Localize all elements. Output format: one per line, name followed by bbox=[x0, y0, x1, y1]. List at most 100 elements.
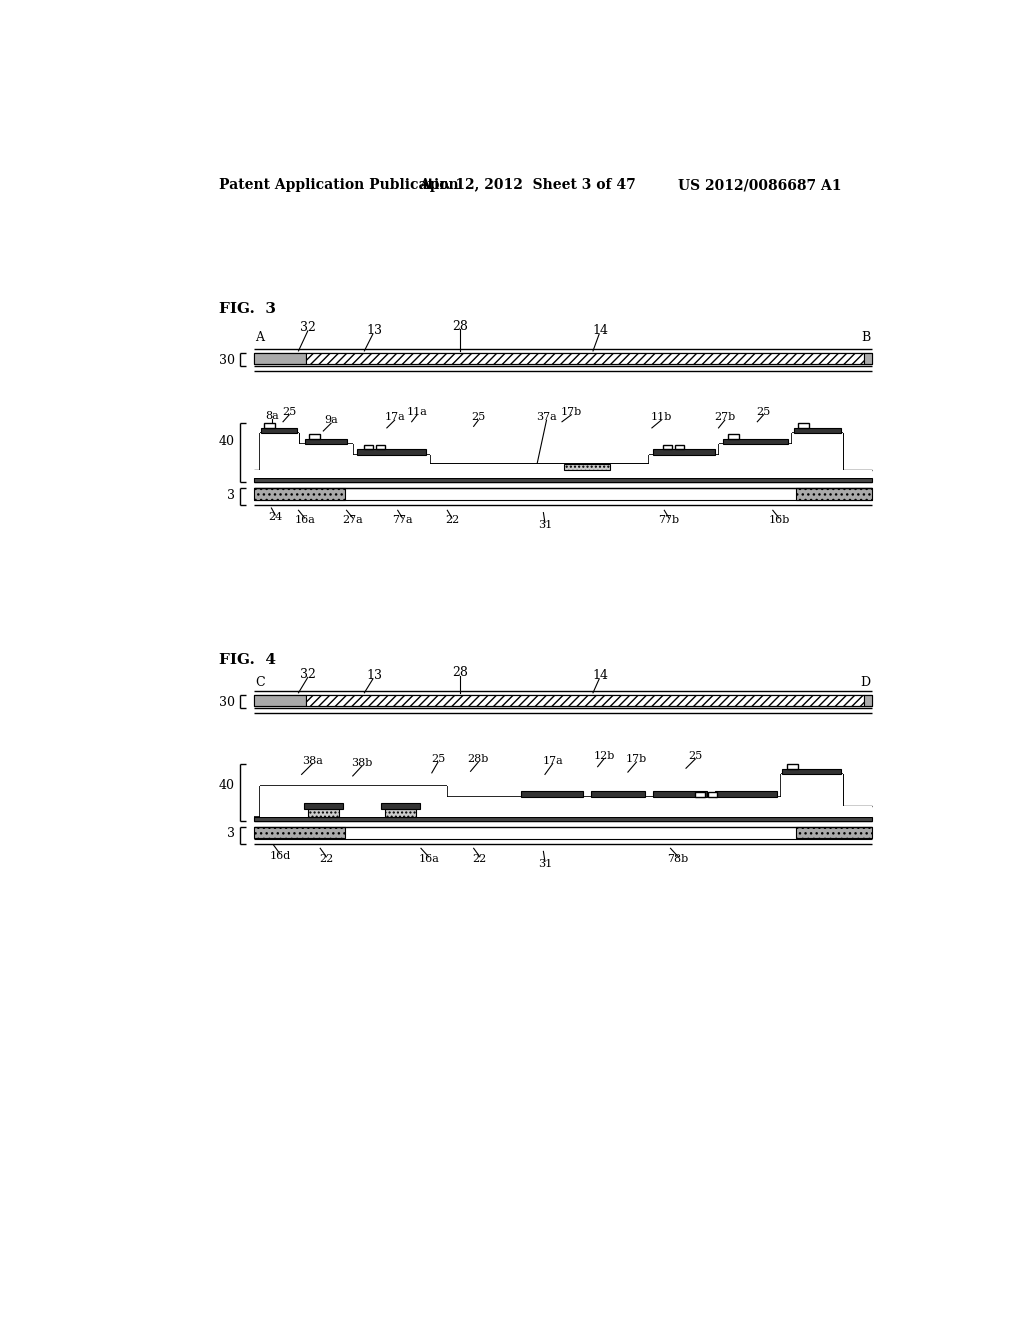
Text: 38b: 38b bbox=[351, 758, 373, 768]
Bar bbox=[719, 444, 793, 478]
Bar bbox=[254, 470, 260, 478]
Text: Apr. 12, 2012  Sheet 3 of 47: Apr. 12, 2012 Sheet 3 of 47 bbox=[419, 178, 635, 193]
Text: 17b: 17b bbox=[561, 407, 582, 417]
Bar bbox=[799, 424, 809, 428]
Bar bbox=[723, 438, 787, 444]
Text: 25: 25 bbox=[431, 754, 445, 764]
Text: 25: 25 bbox=[688, 751, 702, 760]
Text: A: A bbox=[255, 330, 264, 343]
Bar bbox=[521, 792, 583, 797]
Bar bbox=[711, 797, 780, 817]
Text: 16a: 16a bbox=[418, 854, 439, 865]
Bar bbox=[356, 450, 426, 455]
Text: 78b: 78b bbox=[668, 854, 689, 865]
Bar bbox=[447, 797, 517, 817]
Text: 38a: 38a bbox=[302, 755, 323, 766]
Bar bbox=[306, 696, 864, 706]
Text: 16d: 16d bbox=[269, 851, 291, 861]
Text: US 2012/0086687 A1: US 2012/0086687 A1 bbox=[678, 178, 842, 193]
Bar bbox=[254, 817, 872, 821]
Bar bbox=[843, 470, 872, 478]
Bar bbox=[794, 428, 841, 433]
Text: 25: 25 bbox=[471, 412, 485, 422]
Text: 12b: 12b bbox=[593, 751, 614, 760]
Bar bbox=[254, 488, 345, 499]
Bar bbox=[796, 826, 872, 838]
Bar bbox=[254, 696, 872, 706]
Bar bbox=[652, 792, 707, 797]
Text: 22: 22 bbox=[319, 854, 334, 865]
Text: B: B bbox=[861, 330, 870, 343]
Bar bbox=[708, 792, 717, 797]
Text: 24: 24 bbox=[268, 512, 283, 523]
Text: 30: 30 bbox=[219, 696, 234, 709]
Text: 13: 13 bbox=[367, 669, 382, 682]
Bar bbox=[429, 465, 650, 478]
Bar bbox=[254, 354, 306, 364]
Bar bbox=[591, 792, 645, 797]
Bar bbox=[728, 434, 738, 438]
Bar bbox=[587, 797, 649, 817]
Text: 22: 22 bbox=[473, 854, 487, 865]
Bar bbox=[381, 803, 420, 809]
Text: 14: 14 bbox=[593, 669, 608, 682]
Bar bbox=[305, 438, 346, 444]
Bar bbox=[517, 797, 587, 817]
Text: 8a: 8a bbox=[265, 412, 279, 421]
Text: 28: 28 bbox=[452, 319, 468, 333]
Text: C: C bbox=[255, 676, 265, 689]
Bar bbox=[308, 809, 339, 817]
Bar bbox=[254, 826, 345, 838]
Text: 27a: 27a bbox=[342, 515, 364, 525]
Text: 3: 3 bbox=[227, 490, 234, 502]
Bar bbox=[260, 433, 299, 478]
Bar bbox=[782, 770, 841, 775]
Bar bbox=[864, 696, 872, 706]
Bar bbox=[563, 465, 610, 478]
Text: 16a: 16a bbox=[294, 515, 315, 525]
Bar bbox=[309, 434, 321, 438]
Text: 37a: 37a bbox=[537, 412, 557, 422]
Text: 11b: 11b bbox=[650, 412, 672, 422]
Bar bbox=[843, 807, 872, 817]
Bar bbox=[864, 354, 872, 364]
Bar bbox=[663, 445, 672, 449]
Text: Patent Application Publication: Patent Application Publication bbox=[219, 178, 459, 193]
Bar bbox=[430, 465, 563, 478]
Bar bbox=[264, 424, 275, 428]
Bar bbox=[786, 764, 798, 770]
Bar bbox=[563, 465, 610, 470]
Bar bbox=[300, 785, 378, 817]
Bar bbox=[352, 455, 430, 478]
Bar bbox=[254, 696, 306, 706]
Text: 32: 32 bbox=[300, 668, 315, 681]
Text: 77a: 77a bbox=[392, 515, 413, 525]
Bar bbox=[796, 826, 872, 838]
Bar bbox=[780, 775, 843, 817]
Bar bbox=[304, 803, 343, 809]
Bar bbox=[610, 465, 649, 478]
Text: 27b: 27b bbox=[714, 412, 735, 422]
Bar bbox=[695, 792, 705, 797]
Text: 32: 32 bbox=[300, 321, 315, 334]
Bar bbox=[254, 826, 345, 838]
Bar bbox=[649, 797, 711, 817]
Text: 17a: 17a bbox=[384, 412, 404, 422]
Text: 25: 25 bbox=[282, 407, 296, 417]
Text: 14: 14 bbox=[593, 325, 608, 338]
Bar bbox=[299, 444, 352, 478]
Bar bbox=[715, 792, 776, 797]
Text: 11a: 11a bbox=[407, 407, 427, 417]
Text: 16b: 16b bbox=[768, 515, 790, 525]
Bar bbox=[796, 488, 872, 499]
Text: 25: 25 bbox=[757, 407, 771, 417]
Bar bbox=[260, 785, 300, 817]
Text: 9a: 9a bbox=[325, 416, 338, 425]
Text: 13: 13 bbox=[367, 325, 382, 338]
Bar bbox=[254, 488, 345, 499]
Text: 31: 31 bbox=[538, 859, 552, 869]
Text: 30: 30 bbox=[219, 354, 234, 367]
Bar bbox=[385, 809, 417, 817]
Text: 17b: 17b bbox=[626, 754, 647, 764]
Bar bbox=[254, 478, 872, 482]
